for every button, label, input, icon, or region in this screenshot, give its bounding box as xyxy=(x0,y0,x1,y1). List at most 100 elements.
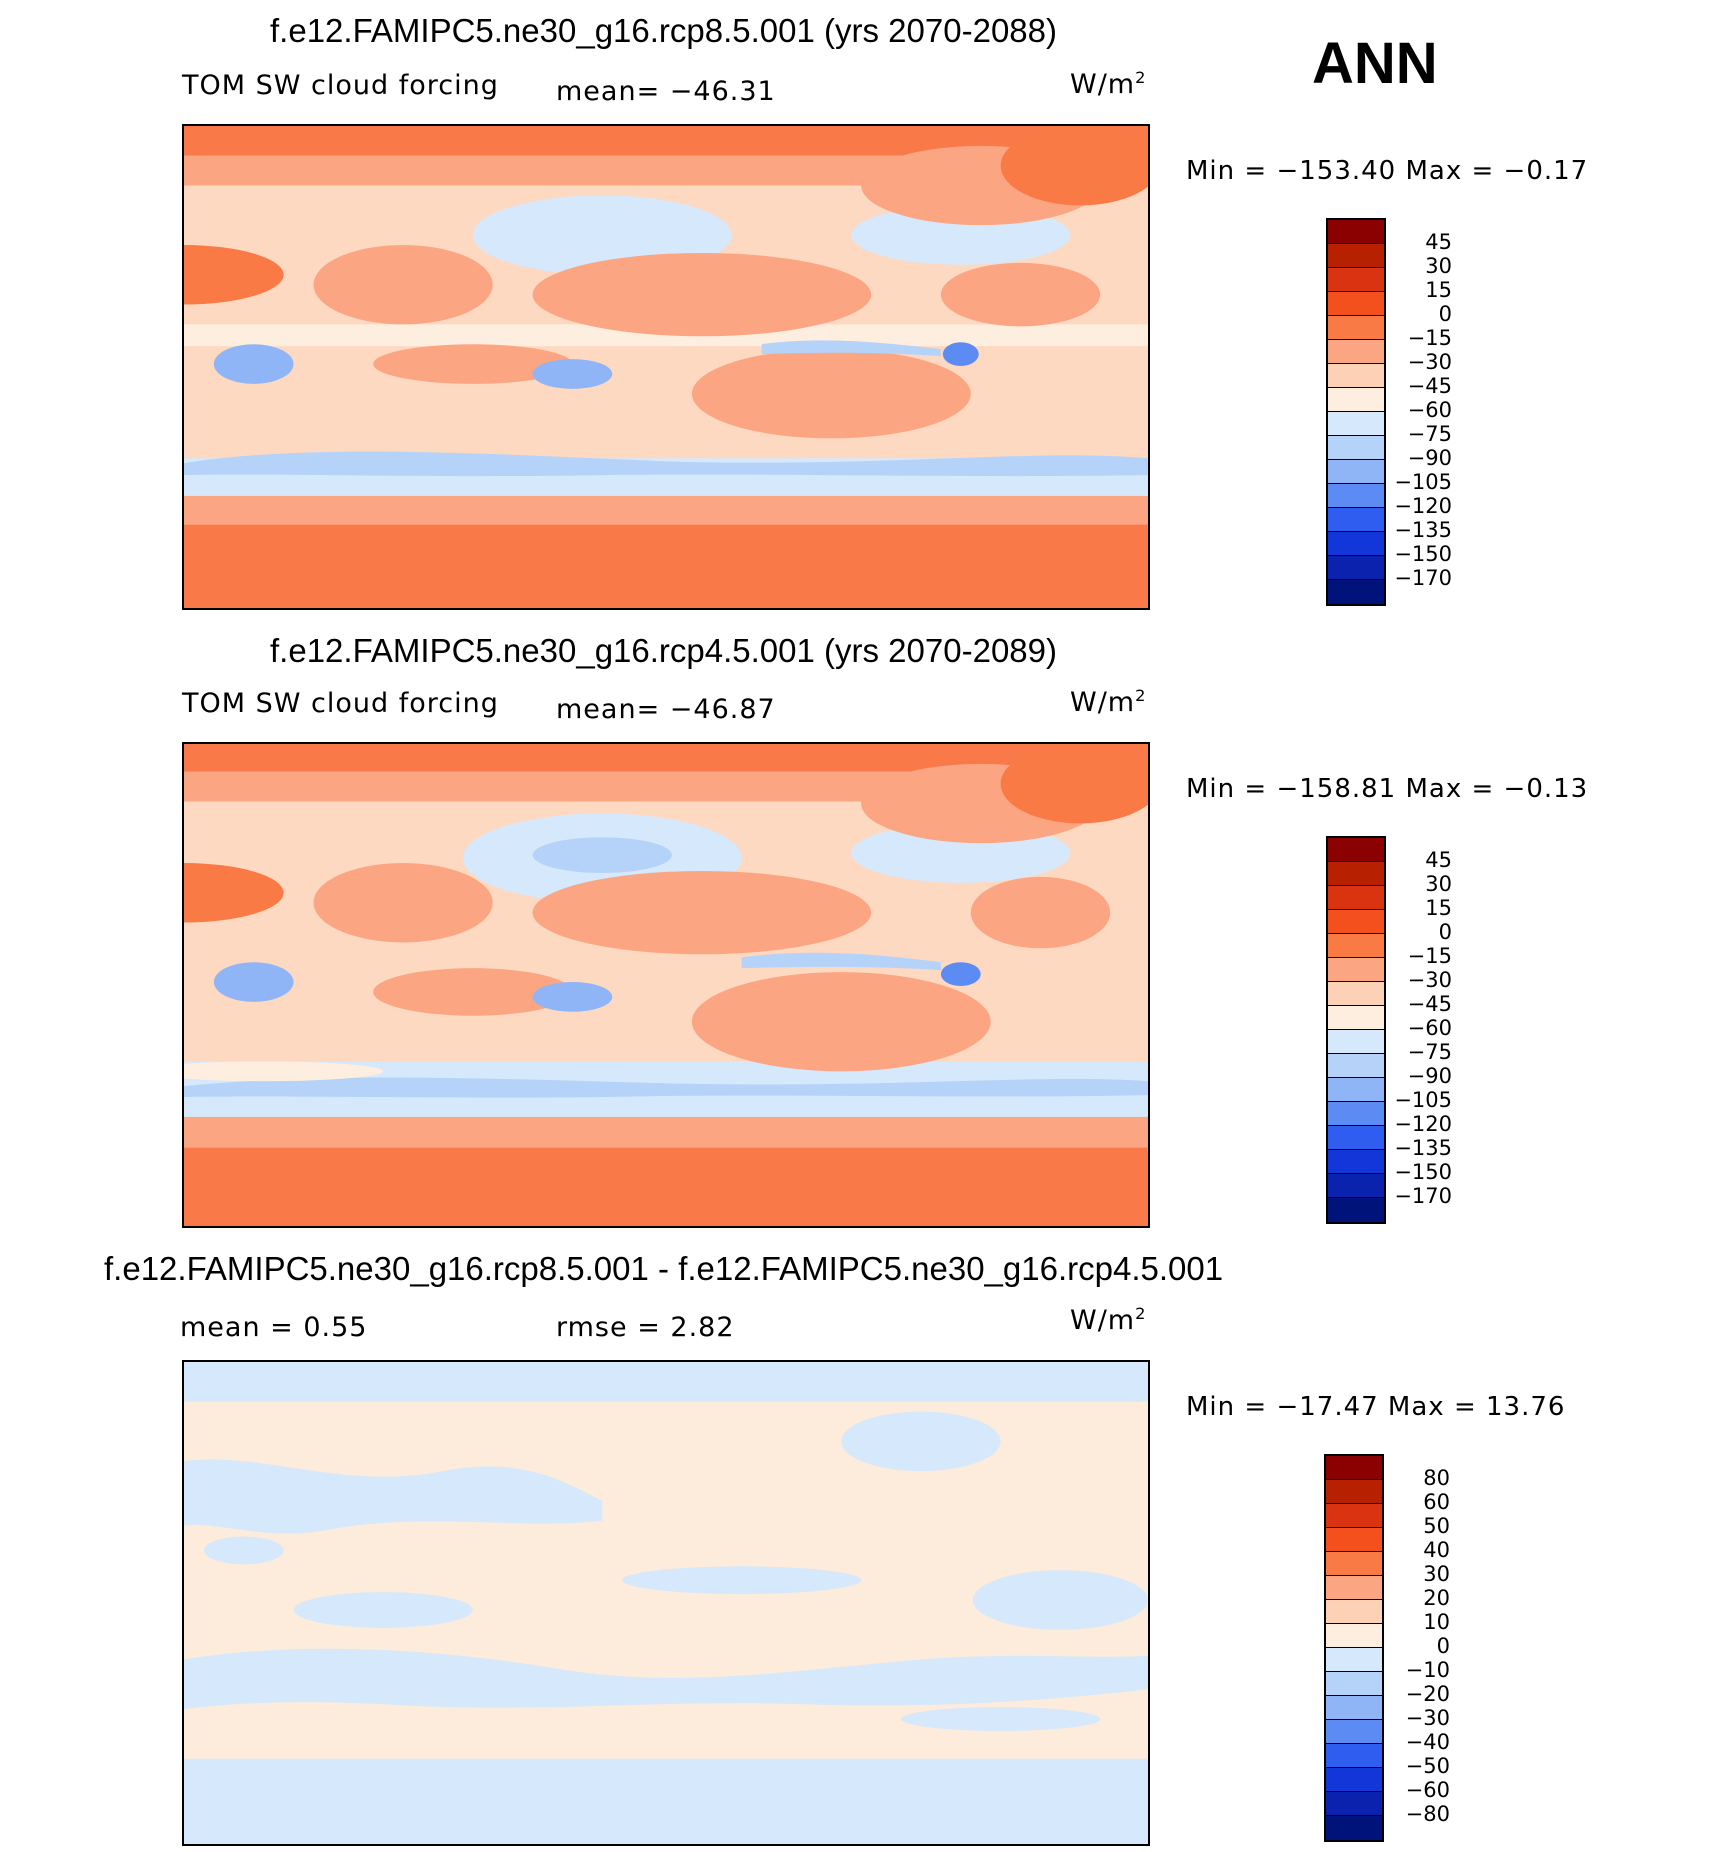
colorbar-box xyxy=(1328,340,1384,364)
colorbar-box xyxy=(1328,364,1384,388)
colorbar-label: 15 xyxy=(1425,278,1452,302)
colorbar-label: −105 xyxy=(1394,470,1452,494)
colorbar-label: 80 xyxy=(1423,1466,1450,1490)
colorbar-box xyxy=(1328,886,1384,910)
colorbar-box xyxy=(1328,1054,1384,1078)
colorbar-box xyxy=(1328,532,1384,556)
colorbar-box xyxy=(1328,838,1384,862)
colorbar-label: 30 xyxy=(1425,254,1452,278)
colorbar-label: −120 xyxy=(1394,1112,1452,1136)
panel2-mean: mean= −46.87 xyxy=(556,694,776,725)
colorbar-label: 20 xyxy=(1423,1586,1450,1610)
colorbar-box xyxy=(1326,1744,1382,1768)
panel1-mean: mean= −46.31 xyxy=(556,76,776,107)
colorbar-label: −60 xyxy=(1407,1016,1452,1040)
colorbar-label: −135 xyxy=(1394,518,1452,542)
panel2-variable: TOM SW cloud forcing xyxy=(182,688,499,719)
panel1-map xyxy=(182,124,1150,610)
colorbar-label: 15 xyxy=(1425,896,1452,920)
colorbar-label: 0 xyxy=(1436,1634,1450,1658)
colorbar-label: −75 xyxy=(1407,422,1452,446)
panel3-units: W/m2 xyxy=(1070,1304,1147,1336)
colorbar-label: 30 xyxy=(1425,872,1452,896)
colorbar-label: −30 xyxy=(1405,1706,1450,1730)
colorbar-box xyxy=(1328,982,1384,1006)
colorbar-label: 50 xyxy=(1423,1514,1450,1538)
colorbar-label: 10 xyxy=(1423,1610,1450,1634)
colorbar-box xyxy=(1328,1030,1384,1054)
colorbar-label: −75 xyxy=(1407,1040,1452,1064)
panel3-rmse: rmse = 2.82 xyxy=(556,1312,735,1343)
panel1-units: W/m2 xyxy=(1070,68,1147,100)
colorbar-box xyxy=(1326,1672,1382,1696)
colorbar-label: −90 xyxy=(1407,446,1452,470)
colorbar-box xyxy=(1328,460,1384,484)
colorbar-label: −45 xyxy=(1407,374,1452,398)
colorbar-label: −60 xyxy=(1407,398,1452,422)
colorbar-label: −15 xyxy=(1407,944,1452,968)
colorbar-label: −40 xyxy=(1405,1730,1450,1754)
colorbar-box xyxy=(1328,220,1384,244)
colorbar-box xyxy=(1328,436,1384,460)
colorbar-box xyxy=(1326,1552,1382,1576)
panel1-title: f.e12.FAMIPC5.ne30_g16.rcp8.5.001 (yrs 2… xyxy=(270,12,1057,49)
colorbar-box xyxy=(1326,1816,1382,1840)
colorbar-box xyxy=(1328,508,1384,532)
panel2-map xyxy=(182,742,1150,1228)
panel3-colorbar-boxes xyxy=(1324,1454,1384,1842)
colorbar-label: −105 xyxy=(1394,1088,1452,1112)
panel1-minmax: Min = −153.40 Max = −0.17 xyxy=(1186,156,1589,186)
colorbar-box xyxy=(1328,292,1384,316)
colorbar-label: −150 xyxy=(1394,1160,1452,1184)
colorbar-label: −15 xyxy=(1407,326,1452,350)
colorbar-box xyxy=(1326,1792,1382,1816)
panel3-title: f.e12.FAMIPC5.ne30_g16.rcp8.5.001 - f.e1… xyxy=(104,1250,1224,1287)
panel2-minmax: Min = −158.81 Max = −0.13 xyxy=(1186,774,1589,804)
panel2-title: f.e12.FAMIPC5.ne30_g16.rcp4.5.001 (yrs 2… xyxy=(270,632,1057,669)
colorbar-box xyxy=(1326,1624,1382,1648)
colorbar-label: −135 xyxy=(1394,1136,1452,1160)
colorbar-box xyxy=(1328,862,1384,886)
panel1-colorbar-boxes xyxy=(1326,218,1386,606)
colorbar-label: 45 xyxy=(1425,848,1452,872)
colorbar-label: −60 xyxy=(1405,1778,1450,1802)
colorbar-box xyxy=(1328,484,1384,508)
colorbar-label: −30 xyxy=(1407,350,1452,374)
colorbar-box xyxy=(1328,388,1384,412)
colorbar-label: −20 xyxy=(1405,1682,1450,1706)
colorbar-label: −45 xyxy=(1407,992,1452,1016)
colorbar-box xyxy=(1326,1456,1382,1480)
colorbar-box xyxy=(1326,1480,1382,1504)
colorbar-box xyxy=(1326,1768,1382,1792)
colorbar-box xyxy=(1328,316,1384,340)
season-label: ANN xyxy=(1312,31,1438,96)
colorbar-label: −170 xyxy=(1394,566,1452,590)
colorbar-label: 0 xyxy=(1438,920,1452,944)
colorbar-box xyxy=(1328,910,1384,934)
colorbar-box xyxy=(1326,1576,1382,1600)
colorbar-label: 30 xyxy=(1423,1562,1450,1586)
colorbar-label: −30 xyxy=(1407,968,1452,992)
colorbar-label: −50 xyxy=(1405,1754,1450,1778)
colorbar-box xyxy=(1328,934,1384,958)
colorbar-box xyxy=(1328,1078,1384,1102)
colorbar-box xyxy=(1328,556,1384,580)
colorbar-label: 40 xyxy=(1423,1538,1450,1562)
panel2-colorbar-boxes xyxy=(1326,836,1386,1224)
colorbar-box xyxy=(1326,1504,1382,1528)
panel1-map-svg xyxy=(184,126,1148,608)
colorbar-box xyxy=(1326,1528,1382,1552)
colorbar-box xyxy=(1328,1126,1384,1150)
panel3-mean: mean = 0.55 xyxy=(180,1312,368,1343)
colorbar-box xyxy=(1326,1720,1382,1744)
colorbar-label: −10 xyxy=(1405,1658,1450,1682)
colorbar-box xyxy=(1328,1006,1384,1030)
colorbar-box xyxy=(1328,1198,1384,1222)
panel3-minmax: Min = −17.47 Max = 13.76 xyxy=(1186,1392,1566,1422)
colorbar-label: −170 xyxy=(1394,1184,1452,1208)
colorbar-label: −80 xyxy=(1405,1802,1450,1826)
panel1-variable: TOM SW cloud forcing xyxy=(182,70,499,101)
panel3-map xyxy=(182,1360,1150,1846)
colorbar-box xyxy=(1328,580,1384,604)
colorbar-box xyxy=(1328,268,1384,292)
